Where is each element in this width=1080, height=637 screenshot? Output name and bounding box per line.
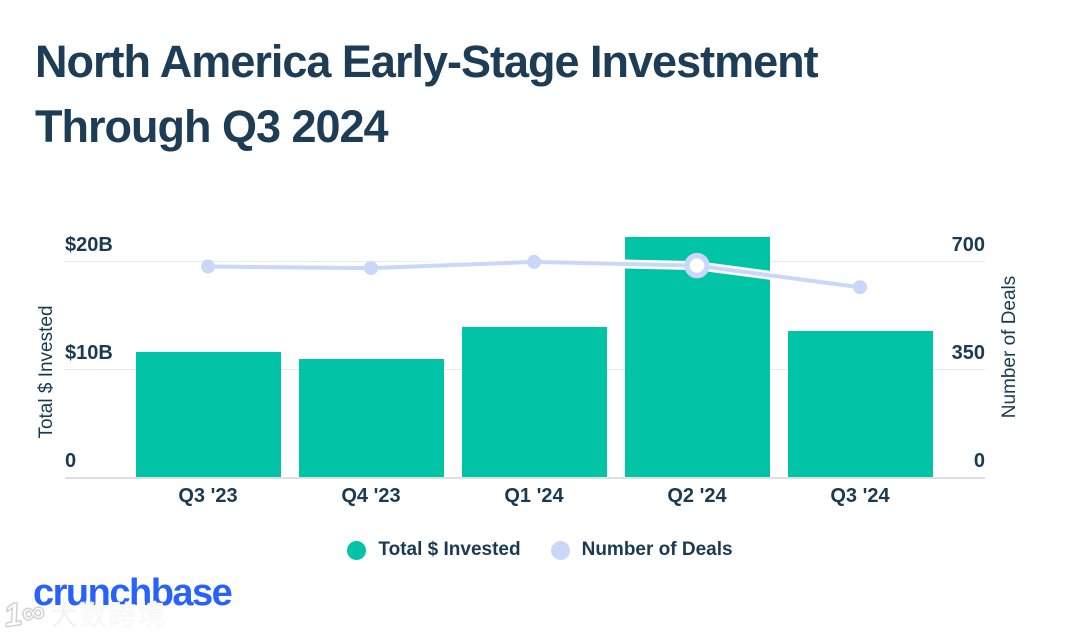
legend-label: Number of Deals <box>581 539 733 560</box>
left-tick-10b: $10B <box>65 342 113 364</box>
crunchbase-logo: crunchbase <box>33 572 233 614</box>
left-axis-title: Total $ Invested <box>36 305 57 439</box>
chart-title: North America Early-Stage Investment Thr… <box>35 30 995 160</box>
x-label-q4-23: Q4 '23 <box>341 485 401 507</box>
legend-label: Total $ Invested <box>378 539 521 560</box>
bar-q2-24 <box>624 237 770 477</box>
x-label-q2-24: Q2 '24 <box>667 485 727 507</box>
bar-q3-23 <box>135 351 281 477</box>
bar-q3-24 <box>787 331 933 477</box>
bar-q4-23 <box>298 359 444 477</box>
chart-title-line1: North America Early-Stage Investment <box>35 36 819 87</box>
left-tick-0: 0 <box>65 450 77 472</box>
legend-item-number-of-deals: Number of Deals <box>550 539 733 561</box>
right-tick-350: 350 <box>951 342 985 364</box>
x-label-q3-23: Q3 '23 <box>178 485 238 507</box>
line-point-q3-24 <box>853 280 867 295</box>
watermark-text: 大数跨境 <box>50 601 167 632</box>
right-axis-title: Number of Deals <box>999 275 1020 419</box>
gridline <box>65 261 985 262</box>
x-axis-line <box>65 477 985 479</box>
x-label-q1-24: Q1 '24 <box>504 485 564 507</box>
bar-q1-24 <box>461 326 607 477</box>
left-tick-20b: $20B <box>65 234 113 256</box>
legend-item-total-invested: Total $ Invested <box>347 539 521 561</box>
x-label-q3-24: Q3 '24 <box>830 485 890 507</box>
right-tick-0: 0 <box>973 450 985 472</box>
line-point-q4-23 <box>364 261 378 276</box>
legend-dot-number-of-deals <box>550 540 570 560</box>
watermark-logo-icon: 1∞ <box>1 592 47 635</box>
chart-title-line2: Through Q3 2024 <box>35 100 389 152</box>
right-tick-700: 700 <box>951 234 985 256</box>
legend: Total $ Invested Number of Deals <box>0 539 1080 561</box>
watermark: 1∞ 大数跨境 <box>1 592 167 635</box>
legend-dot-total-invested <box>347 540 367 560</box>
